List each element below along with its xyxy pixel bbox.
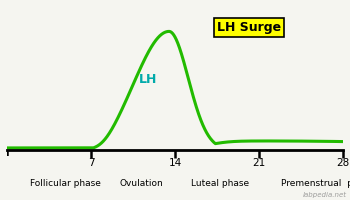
Text: 7: 7 (88, 158, 94, 168)
Text: Premenstrual  phase: Premenstrual phase (281, 179, 350, 188)
Text: 21: 21 (252, 158, 266, 168)
Text: Follicular phase: Follicular phase (30, 179, 101, 188)
Text: Ovulation: Ovulation (120, 179, 164, 188)
Text: 28: 28 (336, 158, 350, 168)
Text: LH: LH (139, 73, 157, 86)
Text: LH Surge: LH Surge (217, 21, 281, 34)
Text: labpedia.net: labpedia.net (302, 192, 346, 198)
Text: Luteal phase: Luteal phase (191, 179, 250, 188)
Text: 14: 14 (168, 158, 182, 168)
